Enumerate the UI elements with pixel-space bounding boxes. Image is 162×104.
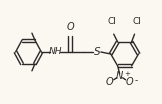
Text: -: - [134,76,138,85]
Text: NH: NH [48,48,62,56]
Text: N: N [116,71,123,81]
Text: O: O [106,77,114,87]
Text: O: O [126,77,133,87]
Text: Cl: Cl [132,17,141,26]
Text: O: O [66,22,74,32]
Text: +: + [125,71,131,77]
Text: Cl: Cl [107,17,116,26]
Text: S: S [93,47,100,57]
